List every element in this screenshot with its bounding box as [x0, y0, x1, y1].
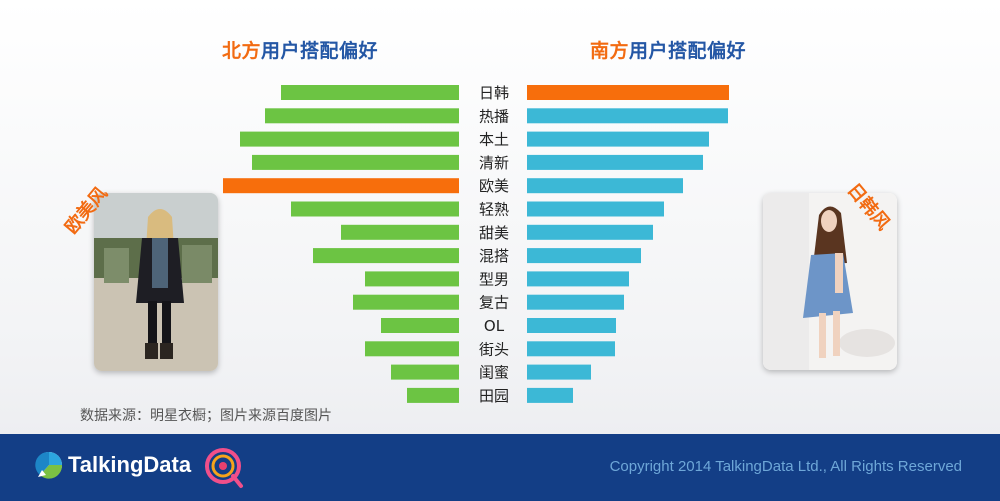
- category-label-7: 混搭: [479, 247, 509, 265]
- category-label-3: 清新: [479, 154, 509, 172]
- category-label-8: 型男: [479, 270, 509, 288]
- category-label-4: 欧美: [479, 177, 509, 195]
- south-bar-4: [527, 178, 683, 194]
- north-bar-12: [391, 364, 459, 380]
- south-title-accent: 南方: [590, 40, 630, 62]
- north-title-rest: 用户搭配偏好: [261, 40, 379, 62]
- talkingdata-logo-text: TalkingData: [68, 452, 192, 477]
- korean-style-photo: [763, 193, 897, 370]
- category-label-9: 复古: [479, 294, 509, 312]
- north-bar-10: [381, 318, 459, 333]
- north-bar-8: [365, 271, 459, 287]
- north-bar-9: [353, 294, 459, 310]
- north-bar-1: [265, 108, 459, 124]
- south-chart-title: 南方用户搭配偏好: [590, 36, 746, 63]
- south-bar-12: [527, 364, 591, 380]
- south-bar-10: [527, 318, 616, 333]
- category-label-13: 田园: [479, 387, 509, 405]
- western-style-photo: [94, 193, 218, 371]
- category-label-11: 街头: [479, 340, 509, 358]
- north-bar-7: [313, 248, 459, 264]
- category-label-10: OL: [484, 317, 505, 335]
- data-source-note: 数据来源：明星衣橱；图片来源百度图片: [80, 408, 332, 424]
- south-bar-3: [527, 154, 703, 170]
- category-label-12: 闺蜜: [479, 364, 509, 382]
- copyright-text: Copyright 2014 TalkingData Ltd., All Rig…: [609, 458, 962, 475]
- category-label-0: 日韩: [479, 84, 509, 102]
- north-bar-0: [281, 85, 459, 100]
- north-bar-2: [240, 131, 459, 147]
- category-label-6: 甜美: [479, 224, 509, 242]
- talkingdata-logo-icon: [35, 451, 63, 479]
- south-bar-2: [527, 131, 709, 147]
- south-bar-11: [527, 341, 615, 357]
- north-bar-13: [407, 387, 459, 403]
- north-title-accent: 北方: [222, 40, 262, 62]
- category-label-2: 本土: [479, 131, 509, 149]
- south-bar-1: [527, 108, 728, 124]
- south-bar-13: [527, 387, 573, 403]
- south-title-rest: 用户搭配偏好: [629, 40, 747, 62]
- south-bar-8: [527, 271, 629, 287]
- north-bar-4: [223, 178, 459, 194]
- south-bar-0: [527, 85, 729, 100]
- swirl-logo-icon: [205, 448, 243, 488]
- footer-bar: TalkingData Copyright 2014 TalkingData L…: [0, 434, 1000, 501]
- north-bar-6: [341, 224, 459, 240]
- south-bar-9: [527, 294, 624, 310]
- south-bar-5: [527, 201, 664, 217]
- north-bar-11: [365, 341, 459, 357]
- category-label-5: 轻熟: [479, 201, 509, 219]
- north-bar-5: [291, 201, 459, 217]
- south-bar-6: [527, 224, 653, 240]
- category-label-1: 热播: [479, 107, 509, 125]
- north-chart-title: 北方用户搭配偏好: [222, 36, 378, 63]
- north-bar-3: [252, 154, 459, 170]
- south-bar-7: [527, 248, 641, 264]
